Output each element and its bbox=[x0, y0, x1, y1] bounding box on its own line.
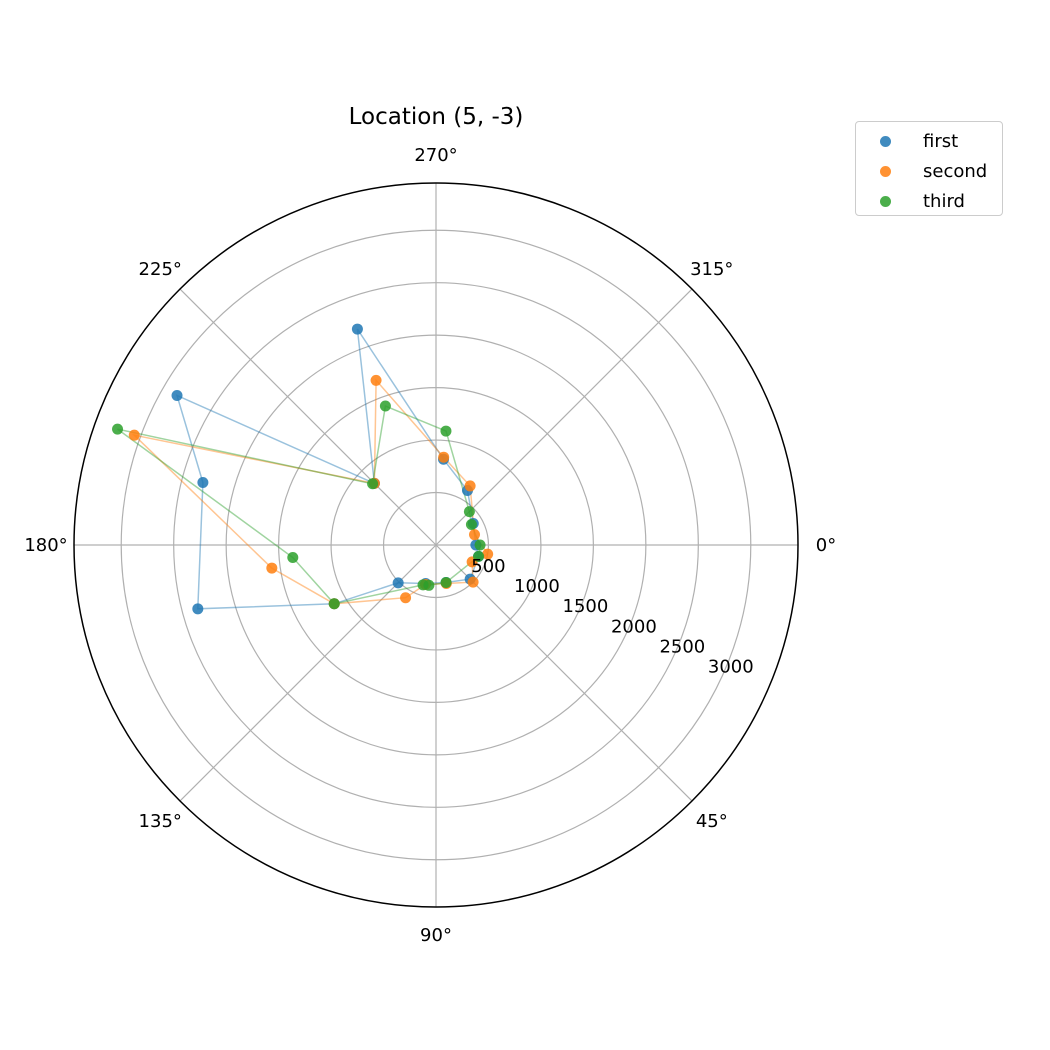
data-point-first bbox=[351, 323, 363, 335]
data-point-second bbox=[464, 480, 476, 492]
radial-tick-label: 500 bbox=[471, 556, 505, 577]
data-point-first bbox=[197, 477, 209, 489]
data-point-third bbox=[440, 425, 452, 437]
angle-tick-label: 180° bbox=[24, 535, 67, 556]
series-line-first bbox=[175, 328, 480, 610]
data-point-second bbox=[128, 429, 140, 441]
data-point-second bbox=[266, 562, 278, 574]
legend-label-third: third bbox=[923, 190, 965, 212]
data-point-third bbox=[287, 552, 299, 564]
angle-tick-label: 225° bbox=[139, 259, 182, 280]
data-point-third bbox=[367, 478, 379, 490]
data-series-layer bbox=[112, 323, 494, 615]
polar-grid bbox=[73, 182, 799, 908]
data-point-third bbox=[379, 400, 391, 412]
data-point-first bbox=[171, 389, 183, 401]
legend-item-first: first bbox=[856, 126, 1002, 156]
data-point-third bbox=[473, 550, 485, 562]
data-point-third bbox=[474, 539, 486, 551]
data-point-third bbox=[328, 598, 340, 610]
data-point-first bbox=[392, 577, 404, 589]
chart-title: Location (5, -3) bbox=[349, 104, 524, 130]
data-point-third bbox=[417, 579, 429, 591]
data-point-third bbox=[463, 506, 475, 518]
angle-tick-label: 90° bbox=[420, 925, 452, 946]
radial-tick-label: 1500 bbox=[563, 596, 609, 617]
angle-tick-label: 270° bbox=[414, 145, 457, 166]
radial-tick-label: 2500 bbox=[659, 636, 705, 657]
tick-labels: 0°45°90°135°180°225°270°315°500100015002… bbox=[24, 145, 836, 946]
radial-tick-label: 2000 bbox=[611, 616, 657, 637]
legend-item-second: second bbox=[856, 156, 1002, 186]
legend-label-second: second bbox=[923, 160, 988, 182]
legend: first second third bbox=[855, 121, 1003, 216]
angular-gridline-135 bbox=[179, 544, 437, 802]
data-point-first bbox=[192, 603, 204, 615]
legend-marker-third bbox=[880, 195, 891, 207]
angular-gridline-45 bbox=[435, 544, 693, 802]
data-point-second bbox=[469, 529, 481, 541]
data-point-third bbox=[440, 577, 452, 589]
angle-tick-label: 315° bbox=[690, 259, 733, 280]
legend-marker-second bbox=[880, 165, 891, 177]
data-point-second bbox=[482, 548, 494, 560]
angle-tick-label: 45° bbox=[696, 811, 728, 832]
data-point-third bbox=[112, 423, 124, 435]
data-point-second bbox=[438, 451, 450, 463]
radial-tick-label: 1000 bbox=[514, 576, 560, 597]
angular-gridline-315 bbox=[435, 288, 693, 546]
polar-frame bbox=[73, 182, 799, 908]
legend-label-first: first bbox=[923, 130, 959, 152]
legend-marker-first bbox=[880, 135, 891, 147]
angle-tick-label: 135° bbox=[139, 811, 182, 832]
data-point-second bbox=[400, 592, 412, 604]
angular-gridline-225 bbox=[179, 288, 437, 546]
angle-tick-label: 0° bbox=[816, 535, 836, 556]
radial-tick-label: 3000 bbox=[708, 656, 754, 677]
data-point-third bbox=[465, 519, 477, 531]
legend-item-third: third bbox=[856, 186, 1002, 216]
data-point-second bbox=[370, 374, 382, 386]
data-point-second bbox=[467, 576, 479, 588]
